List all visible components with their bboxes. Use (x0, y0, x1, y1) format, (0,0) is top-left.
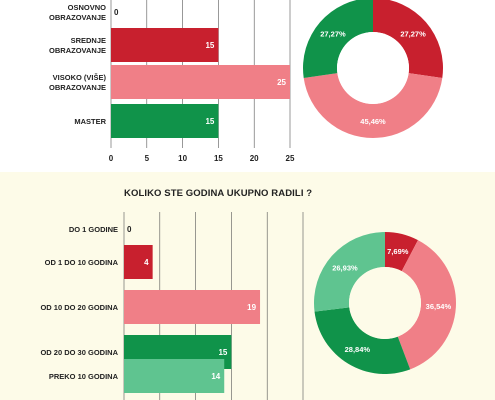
donut-hole (349, 267, 421, 339)
bar-value-label: 15 (205, 41, 214, 50)
donut-slice (303, 0, 373, 78)
category-label: OD 10 DO 20 GODINA (40, 303, 118, 312)
bar-value-label: 0 (114, 8, 119, 17)
bar-value-label: 25 (277, 78, 286, 87)
x-tick-label: 10 (178, 154, 187, 163)
donut-slice (314, 307, 411, 374)
donut-slice-label: 28,84% (345, 345, 371, 354)
category-label: OBRAZOVANJE (49, 83, 106, 92)
donut-slice-label: 26,93% (332, 264, 358, 273)
category-label: SREDNJE (71, 36, 106, 45)
donut-slice (385, 232, 418, 272)
category-label: MASTER (74, 117, 106, 126)
x-tick-label: 5 (145, 154, 150, 163)
category-label: OSNOVNO (68, 3, 107, 12)
bar (124, 359, 225, 393)
bar-value-label: 19 (247, 303, 256, 312)
donut-slice-label: 36,54% (426, 302, 452, 311)
bar-value-label: 15 (205, 117, 214, 126)
category-label: VISOKO (VIŠE) (53, 73, 107, 82)
work-years-chart-svg: 0 DO 1 GODINE 4 OD 1 DO 10 GODINA 19 OD 10 DO… (40, 212, 456, 400)
donut-slice-label: 45,46% (360, 117, 386, 126)
bar-value-label: 14 (211, 372, 220, 381)
bar (124, 290, 261, 324)
x-tick-label: 15 (214, 154, 223, 163)
x-tick-label: 0 (109, 154, 114, 163)
donut-slice (397, 240, 456, 370)
donut-slice-label: 27,27% (400, 29, 426, 38)
bar (111, 65, 290, 99)
bar-value-label: 15 (218, 348, 227, 357)
category-label: DO 1 GODINE (69, 225, 118, 234)
bar (124, 245, 153, 279)
category-label: OD 20 DO 30 GODINA (40, 348, 118, 357)
donut-slice-label: 7,69% (387, 247, 409, 256)
bar (111, 104, 219, 138)
category-label: PREKO 10 GODINA (49, 372, 119, 381)
x-tick-label: 20 (250, 154, 259, 163)
donut-slice (314, 232, 385, 312)
category-label: OBRAZOVANJE (49, 46, 106, 55)
education-chart-svg: 0OSNOVNOOBRAZOVANJE15SREDNJEOBRAZOVANJE2… (49, 0, 443, 163)
x-tick-label: 25 (286, 154, 295, 163)
donut-hole (337, 32, 409, 104)
donut-slice-label: 27,27% (320, 29, 346, 38)
bar-value-label: 0 (127, 225, 132, 234)
category-label: OD 1 DO 10 GODINA (45, 258, 119, 267)
category-label: OBRAZOVANJE (49, 13, 106, 22)
donut-slice (303, 73, 443, 139)
donut-slice (373, 0, 443, 78)
work-years-chart-title: KOLIKO STE GODINA UKUPNO RADILI ? (124, 188, 313, 199)
bar-value-label: 4 (144, 258, 149, 267)
bar (111, 28, 219, 62)
